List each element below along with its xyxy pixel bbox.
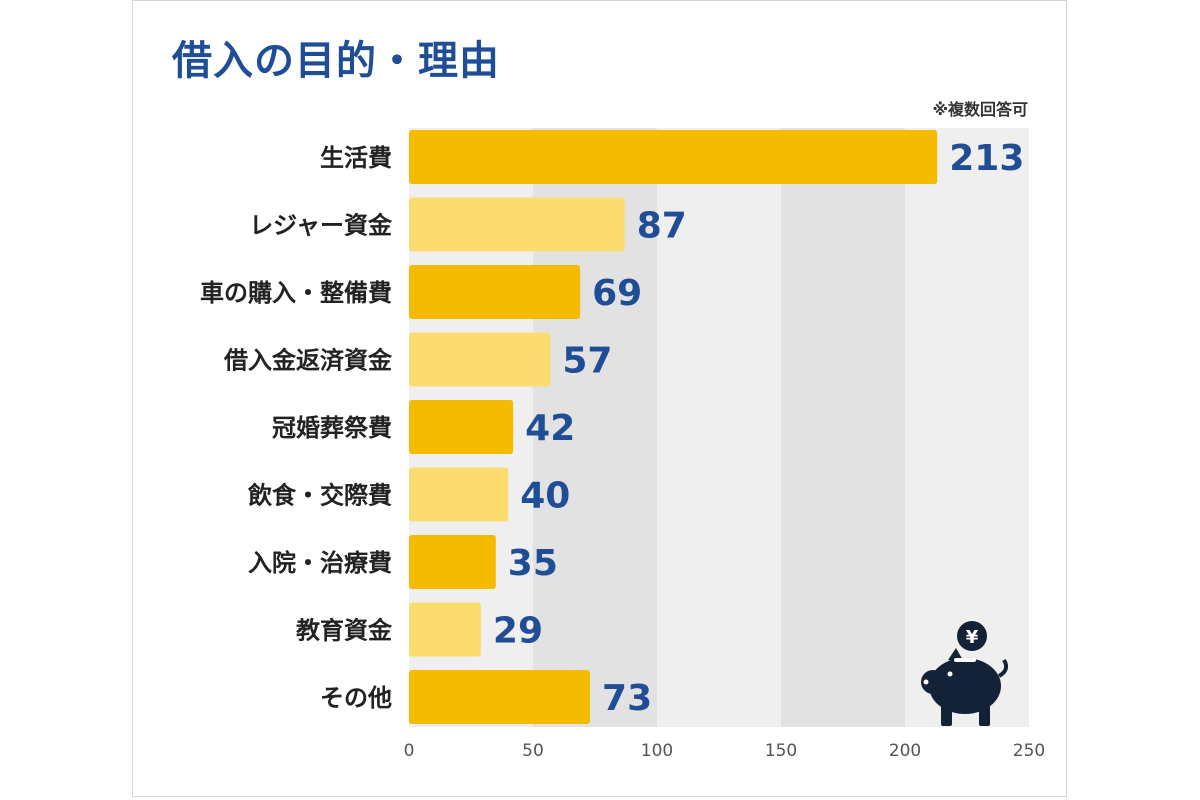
tick-label: 0 [404,741,415,761]
bar [409,602,481,657]
value-label: 57 [562,341,612,382]
x-axis-ticks: 0 50 100 150 200 250 [404,741,1046,761]
grid-band [781,128,905,727]
value-label: 213 [949,138,1024,179]
bars [409,130,938,724]
value-label: 69 [592,273,642,314]
category-label: レジャー資金 [249,212,393,240]
bar [409,197,625,252]
bar [409,265,581,319]
bar [409,467,509,522]
category-label: その他 [320,684,392,712]
value-label: 42 [525,408,575,449]
category-label: 冠婚葬祭費 [272,414,392,442]
bar [409,670,591,724]
tick-label: 100 [641,741,673,761]
value-labels: 213 87 69 57 42 40 35 29 73 [493,138,1024,719]
category-label: 車の購入・整備費 [200,279,392,307]
bar [409,130,938,184]
bar [409,535,496,589]
piggy-bank-yen-icon: ¥ [921,621,1009,726]
category-label: 教育資金 [296,617,393,645]
value-label: 35 [508,543,558,584]
tick-label: 200 [889,741,921,761]
category-label: 借入金返済資金 [223,347,393,375]
yen-symbol: ¥ [966,627,979,648]
category-labels: 生活費レジャー資金車の購入・整備費借入金返済資金冠婚葬祭費飲食・交際費入院・治療… [200,144,393,712]
tick-label: 250 [1013,741,1045,761]
bar [409,332,551,387]
grid-band [657,128,781,727]
value-label: 87 [637,206,687,247]
bar [409,400,514,454]
chart-title: 借入の目的・理由 [172,38,500,84]
category-label: 入院・治療費 [248,549,392,577]
value-label: 29 [493,611,543,652]
tick-label: 50 [522,741,544,761]
category-label: 生活費 [320,144,392,172]
value-label: 40 [520,476,570,517]
category-label: 飲食・交際費 [247,482,392,510]
tick-label: 150 [765,741,797,761]
multiple-answer-note: ※複数回答可 [932,100,1028,119]
value-label: 73 [602,678,652,719]
